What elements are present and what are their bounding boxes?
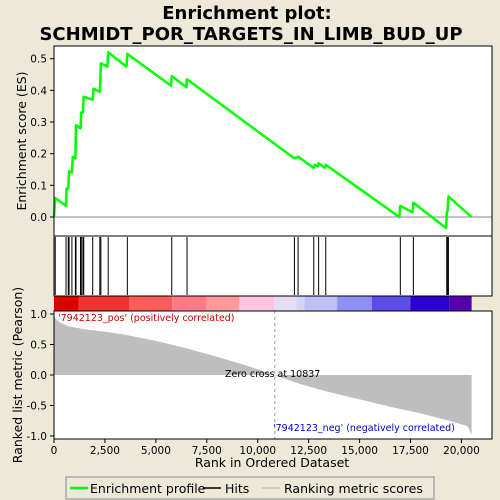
metric-y-tick-label: 0.5 (30, 340, 47, 352)
hits-track (54, 237, 449, 295)
x-tick-label: 5,000 (141, 445, 171, 457)
es-y-tick-label: 0.3 (30, 117, 47, 129)
enrichment-profile-line (52, 51, 473, 230)
es-y-tick-label: 0.0 (30, 212, 47, 224)
legend-metric-label: Ranking metric scores (284, 481, 423, 496)
legend-hits-label: Hits (225, 481, 249, 496)
rank-gradient-segment (206, 296, 240, 311)
es-y-tick-label: 0.4 (30, 85, 47, 97)
zero-cross-label: Zero cross at 10837 (225, 369, 320, 380)
rank-gradient-segment (410, 296, 450, 311)
negative-correlation-label: '7942123_neg' (negatively correlated) (273, 423, 455, 434)
legend-box (65, 476, 435, 500)
legend-enrichment-label: Enrichment profile (90, 481, 206, 496)
rank-gradient-segment (296, 296, 305, 311)
metric-plot-area (54, 311, 472, 439)
x-tick-label: 10,000 (239, 445, 276, 457)
es-y-axis: 0.0 0.1 0.2 0.3 0.4 0.5 (30, 54, 54, 224)
rank-gradient-segment (54, 296, 79, 311)
x-tick-label: 17,500 (392, 445, 429, 457)
x-tick-label: 0 (51, 445, 58, 457)
x-tick-label: 20,000 (443, 445, 480, 457)
chart-title-line-1: Enrichment plot: (162, 3, 332, 24)
es-y-tick-label: 0.1 (30, 180, 47, 192)
rank-gradient-segment (129, 296, 173, 311)
positive-correlation-label: '7942123_pos' (positively correlated) (58, 313, 234, 324)
rank-gradient-segment (239, 296, 275, 311)
metric-axes: 1.0 0.5 0.0 -0.5 -1.00 2,500 5,000 7,500 10,000 1… (27, 309, 480, 457)
rank-gradient-segment (274, 296, 297, 311)
metric-y-tick-label: -1.0 (27, 431, 48, 443)
x-tick-label: 15,000 (341, 445, 378, 457)
rank-gradient-segment (78, 296, 130, 311)
metric-y-tick-label: 0.0 (30, 370, 47, 382)
x-axis-label: Rank in Ordered Dataset (195, 455, 349, 470)
rank-gradient-segment (337, 296, 372, 311)
rank-gradient-segment (449, 296, 472, 311)
es-plot-area (52, 51, 492, 230)
rank-gradient-segment (304, 296, 338, 311)
es-panel-background (54, 46, 492, 236)
rank-gradient-segment (371, 296, 411, 311)
hits-panel-frame (53, 235, 493, 297)
x-tick-label: 12,500 (290, 445, 327, 457)
rank-gradient-segment (172, 296, 207, 311)
x-tick-label: 7,500 (192, 445, 222, 457)
es-y-axis-label: Enrichment score (ES) (14, 71, 29, 210)
hits-panel-background (54, 236, 492, 296)
es-y-tick-label: 0.5 (30, 54, 47, 66)
legend: Enrichment profile Hits Ranking metric s… (65, 476, 435, 500)
ranking-metric-area (54, 314, 472, 435)
x-tick-label: 2,500 (90, 445, 120, 457)
metric-y-tick-label: 1.0 (30, 309, 47, 321)
chart-title-line-2: SCHMIDT_POR_TARGETS_IN_LIMB_BUD_UP (39, 24, 462, 45)
es-y-tick-label: 0.2 (30, 149, 47, 161)
metric-y-tick-label: -0.5 (27, 400, 48, 412)
metric-y-axis-label: Ranked list metric (Pearson) (10, 287, 25, 463)
rank-gradient-bar (54, 296, 472, 311)
